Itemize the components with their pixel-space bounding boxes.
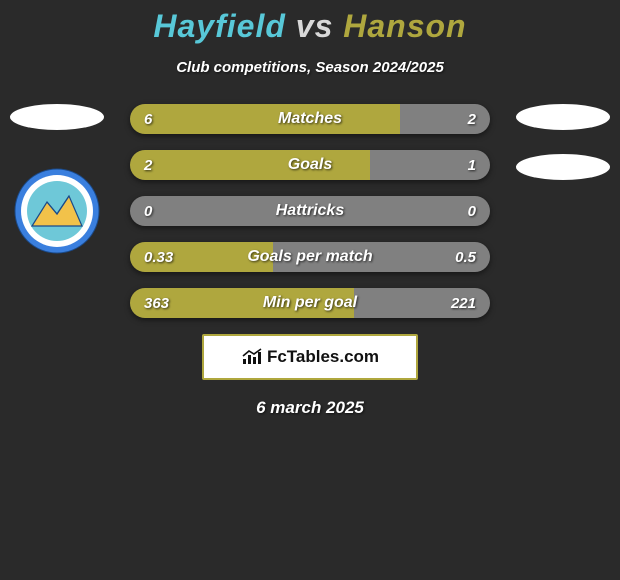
stat-bar: 363221Min per goal bbox=[130, 288, 490, 318]
title-vs: vs bbox=[296, 8, 334, 44]
right-crest-column bbox=[508, 104, 618, 180]
brand-text: FcTables.com bbox=[267, 347, 379, 367]
crest-icon bbox=[14, 168, 100, 254]
bar-right-fill bbox=[354, 288, 490, 318]
bar-left-fill bbox=[130, 242, 273, 272]
subtitle: Club competitions, Season 2024/2025 bbox=[0, 59, 620, 76]
player1-club-crest bbox=[2, 168, 112, 254]
main-layout: 62Matches 21Goals 00Hattricks 0.330.5Goals … bbox=[0, 104, 620, 318]
player2-name: Hanson bbox=[343, 8, 466, 44]
stat-bar: 62Matches bbox=[130, 104, 490, 134]
bar-right-fill bbox=[273, 242, 490, 272]
comparison-bars: 62Matches 21Goals 00Hattricks 0.330.5Goals … bbox=[130, 104, 490, 318]
left-crest-column bbox=[2, 104, 112, 254]
bar-right-fill bbox=[130, 196, 490, 226]
stat-bar: 00Hattricks bbox=[130, 196, 490, 226]
bar-right-fill bbox=[370, 150, 490, 180]
chart-icon bbox=[241, 348, 263, 366]
stat-bar: 0.330.5Goals per match bbox=[130, 242, 490, 272]
player1-name: Hayfield bbox=[153, 8, 285, 44]
date-text: 6 march 2025 bbox=[0, 398, 620, 418]
bar-left-fill bbox=[130, 288, 354, 318]
stat-bar: 21Goals bbox=[130, 150, 490, 180]
bar-right-fill bbox=[400, 104, 490, 134]
brand-badge: FcTables.com bbox=[202, 334, 418, 380]
page-title: Hayfield vs Hanson bbox=[0, 8, 620, 45]
bar-left-fill bbox=[130, 104, 400, 134]
infographic-container: Hayfield vs Hanson Club competitions, Se… bbox=[0, 0, 620, 418]
player2-photo-placeholder bbox=[516, 104, 610, 130]
player1-photo-placeholder bbox=[10, 104, 104, 130]
bar-left-fill bbox=[130, 150, 370, 180]
player2-club-placeholder bbox=[516, 154, 610, 180]
